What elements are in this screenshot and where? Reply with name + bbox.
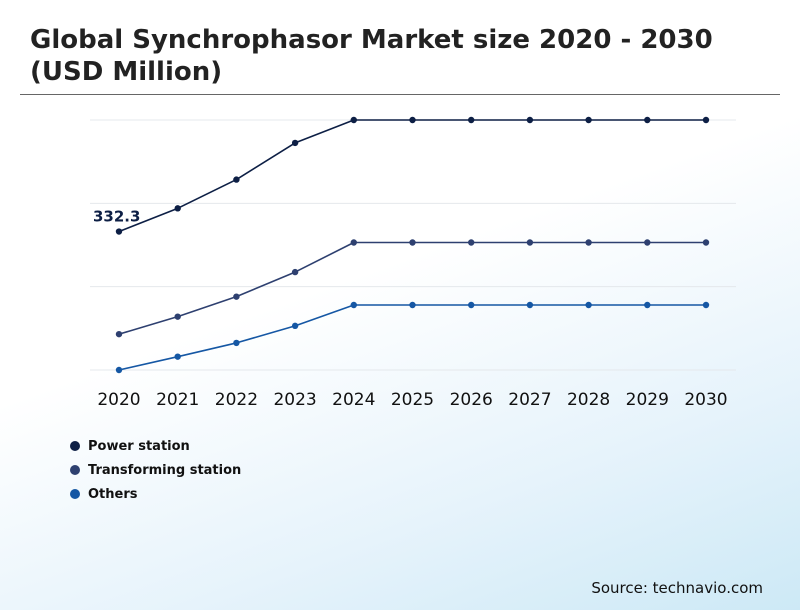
x-tick-label: 2026 xyxy=(450,390,493,410)
data-point xyxy=(468,301,475,309)
data-point xyxy=(526,116,534,124)
data-annotations: 332.3 xyxy=(93,208,140,226)
data-point xyxy=(291,139,299,147)
data-point xyxy=(409,301,416,309)
data-point xyxy=(409,239,416,246)
data-point xyxy=(115,330,123,338)
legend-item: Others xyxy=(70,482,241,506)
data-point xyxy=(233,339,240,347)
x-tick-label: 2030 xyxy=(684,390,727,410)
data-point xyxy=(174,353,181,360)
data-point xyxy=(644,301,651,309)
data-point xyxy=(115,366,123,374)
legend-item: Power station xyxy=(70,434,241,458)
x-tick-label: 2022 xyxy=(215,390,258,410)
legend-marker xyxy=(70,441,80,451)
data-point xyxy=(644,116,651,124)
data-point xyxy=(174,313,181,320)
data-point xyxy=(526,239,534,246)
x-tick-label: 2027 xyxy=(508,390,551,410)
x-axis-tick-labels: 2020 2021 2022 2023 2024 2025 2026 2027 2028 2029… xyxy=(97,390,727,410)
data-point xyxy=(585,301,592,309)
data-point xyxy=(468,239,475,246)
data-points xyxy=(115,116,710,374)
x-tick-label: 2023 xyxy=(273,390,316,410)
chart-title: Global Synchrophasor Market size 2020 - … xyxy=(30,25,713,87)
data-point xyxy=(468,116,475,124)
data-point xyxy=(585,116,592,124)
legend-marker xyxy=(70,465,80,475)
data-point xyxy=(291,268,299,276)
data-point xyxy=(585,239,592,246)
legend-item: Transforming station xyxy=(70,458,241,482)
data-point xyxy=(350,116,357,124)
source-credit: Source: technavio.com xyxy=(591,579,763,597)
series-line xyxy=(118,241,706,335)
line-chart: 2020 2021 2022 2023 2024 2025 2026 2027 2028 2029… xyxy=(90,116,736,410)
data-point xyxy=(409,116,416,124)
x-tick-label: 2021 xyxy=(156,390,199,410)
series-line xyxy=(118,119,706,233)
title-divider xyxy=(20,94,780,95)
x-tick-label: 2024 xyxy=(332,390,375,410)
data-point xyxy=(291,322,299,330)
data-point xyxy=(644,239,651,246)
legend-marker xyxy=(70,489,80,499)
data-point xyxy=(233,176,240,183)
data-point xyxy=(233,293,240,300)
data-point xyxy=(702,116,710,124)
x-tick-label: 2020 xyxy=(97,390,140,410)
legend-label: Power station xyxy=(88,438,190,454)
series-line xyxy=(118,304,706,371)
data-point xyxy=(115,228,123,235)
chart-legend: Power station Transforming station Others xyxy=(70,434,241,506)
legend-label: Others xyxy=(88,486,138,502)
data-label: 332.3 xyxy=(93,208,140,226)
data-point xyxy=(350,301,357,309)
data-point xyxy=(702,239,710,246)
data-point xyxy=(350,239,357,246)
data-point xyxy=(174,205,181,212)
data-point xyxy=(702,301,710,309)
legend-label: Transforming station xyxy=(88,462,242,478)
x-tick-label: 2028 xyxy=(567,390,610,410)
data-point xyxy=(526,301,534,309)
x-tick-label: 2029 xyxy=(626,390,669,410)
x-tick-label: 2025 xyxy=(391,390,434,410)
